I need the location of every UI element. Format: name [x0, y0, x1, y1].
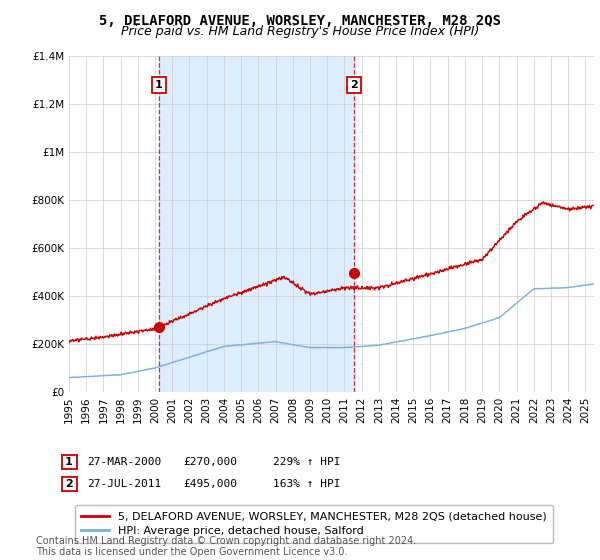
Text: 27-JUL-2011: 27-JUL-2011 [87, 479, 161, 489]
Text: £270,000: £270,000 [183, 457, 237, 467]
Text: 2: 2 [350, 80, 358, 90]
Text: 27-MAR-2000: 27-MAR-2000 [87, 457, 161, 467]
Text: Contains HM Land Registry data © Crown copyright and database right 2024.
This d: Contains HM Land Registry data © Crown c… [36, 535, 416, 557]
Legend: 5, DELAFORD AVENUE, WORSLEY, MANCHESTER, M28 2QS (detached house), HPI: Average : 5, DELAFORD AVENUE, WORSLEY, MANCHESTER,… [74, 505, 553, 543]
Text: Price paid vs. HM Land Registry's House Price Index (HPI): Price paid vs. HM Land Registry's House … [121, 25, 479, 38]
Text: £495,000: £495,000 [183, 479, 237, 489]
Text: 2: 2 [65, 479, 73, 489]
Text: 1: 1 [155, 80, 163, 90]
Text: 5, DELAFORD AVENUE, WORSLEY, MANCHESTER, M28 2QS: 5, DELAFORD AVENUE, WORSLEY, MANCHESTER,… [99, 14, 501, 28]
Text: 1: 1 [65, 457, 73, 467]
Text: 163% ↑ HPI: 163% ↑ HPI [273, 479, 341, 489]
Text: 229% ↑ HPI: 229% ↑ HPI [273, 457, 341, 467]
Bar [159, 56, 354, 392]
